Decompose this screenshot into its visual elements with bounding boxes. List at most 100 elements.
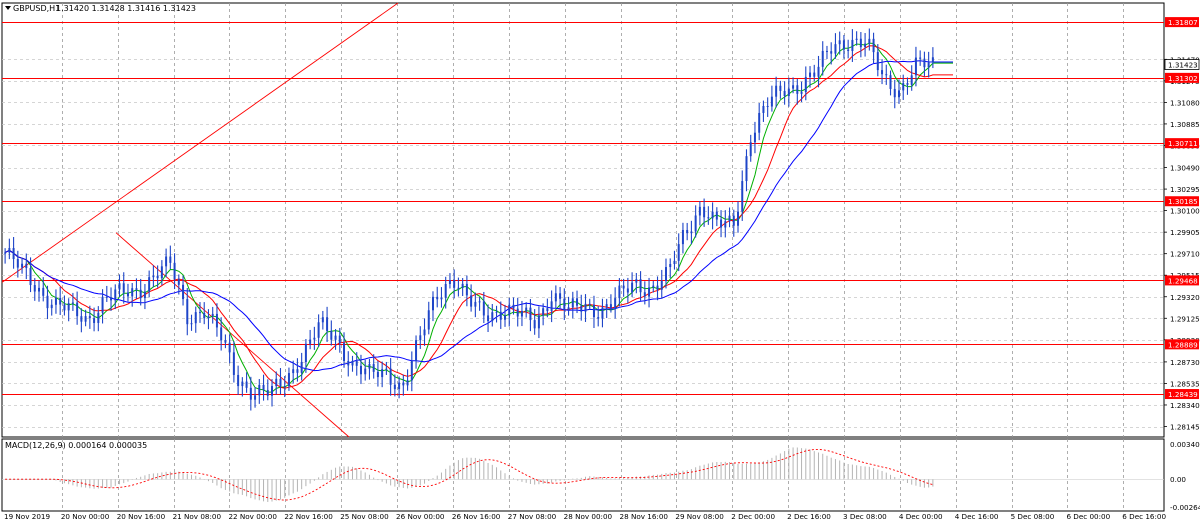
candle-body [198, 312, 201, 314]
level-price-tag [1165, 17, 1199, 28]
macd-pane[interactable] [1, 438, 1165, 512]
candle-body [588, 303, 591, 305]
candle-body [885, 74, 888, 76]
candle-body [902, 83, 905, 91]
time-tick-label: 6 Dec 00:00 [1066, 512, 1110, 521]
candle-body [122, 283, 125, 293]
collapse-arrow-icon[interactable] [5, 6, 11, 10]
price-tick-label: 1.29125 [1170, 314, 1200, 323]
candle-body [614, 298, 617, 308]
candle-body [368, 364, 371, 369]
candle-body [232, 352, 235, 375]
candle-body [597, 317, 600, 319]
candle-body [525, 307, 528, 311]
level-price-label: 1.31302 [1168, 74, 1198, 83]
candle-body [33, 285, 36, 292]
candle-body [63, 304, 66, 311]
candle-body [186, 299, 189, 325]
time-tick-label: 22 Nov 00:00 [228, 512, 277, 521]
candle-body [54, 297, 57, 305]
candle-body [355, 360, 358, 366]
price-tick-label: 1.28730 [1170, 358, 1200, 367]
candle-body [279, 378, 282, 387]
level-price-label: 1.30711 [1168, 139, 1198, 148]
price-tick-label: 1.30490 [1170, 164, 1200, 173]
candle-body [194, 312, 197, 324]
candle-body [842, 40, 845, 50]
candle-body [271, 386, 274, 396]
candle-body [110, 297, 113, 301]
candle-body [470, 295, 473, 307]
candle-body [635, 279, 638, 283]
falling-trendline[interactable] [115, 232, 350, 438]
candle-body [21, 263, 24, 268]
candle-body [711, 211, 714, 219]
main-pane[interactable] [1, 2, 1165, 438]
candle-body [707, 217, 710, 219]
candle-body [364, 368, 367, 375]
candle-body [664, 267, 667, 281]
candle-body [817, 66, 820, 77]
price-tick-label: 1.28535 [1170, 379, 1200, 388]
candle-body [237, 374, 240, 387]
time-tick-label: 29 Nov 08:00 [675, 512, 724, 521]
candle-body [76, 302, 79, 317]
candle-body [139, 289, 142, 299]
macd-label: MACD(12,26,9) 0.000164 0.000035 [5, 441, 147, 450]
time-tick-label: 26 Nov 16:00 [452, 512, 501, 521]
candle-body [465, 283, 468, 296]
candle-body [266, 389, 269, 396]
candle-body [546, 308, 549, 312]
candle-body [211, 313, 214, 317]
candle-body [152, 275, 155, 278]
candle-body [618, 285, 621, 299]
symbol-header: GBPUSD,H1 1.31420 1.31428 1.31416 1.3142… [5, 4, 196, 13]
time-tick-label: 28 Nov 00:00 [564, 512, 613, 521]
candle-body [542, 308, 545, 316]
candle-body [609, 304, 612, 308]
candle-body [677, 244, 680, 261]
candle-body [381, 369, 384, 378]
candle-body [359, 365, 362, 375]
level-price-tag [1165, 275, 1199, 286]
candle-body [732, 215, 735, 226]
candle-body [143, 291, 146, 299]
candle-body [787, 88, 790, 97]
candle-body [84, 316, 87, 322]
candle-body [893, 88, 896, 98]
candle-body [855, 38, 858, 40]
level-price-label: 1.30185 [1168, 197, 1198, 206]
candle-body [533, 320, 536, 329]
candle-body [118, 283, 121, 290]
price-tick-label: 1.29710 [1170, 250, 1200, 259]
candle-body [156, 275, 159, 279]
rising-trendline[interactable] [1, 2, 399, 283]
candle-body [275, 378, 278, 387]
candle-body [567, 307, 570, 310]
candle-body [296, 369, 299, 373]
candle-body [821, 50, 824, 67]
candle-body [309, 339, 312, 344]
candle-body [927, 62, 930, 68]
candle-body [12, 248, 15, 260]
candle-body [317, 322, 320, 338]
candle-body [847, 49, 850, 52]
candle-body [703, 206, 706, 218]
macd-signal-line [5, 448, 934, 501]
candle-body [461, 283, 464, 288]
candle-body [93, 318, 96, 323]
candle-body [864, 43, 867, 48]
candle-body [207, 316, 210, 319]
candle-body [321, 317, 324, 323]
time-tick-label: 4 Dec 16:00 [955, 512, 999, 521]
candle-body [292, 369, 295, 374]
candle-body [148, 277, 151, 292]
candle-body [550, 301, 553, 312]
time-tick-label: 22 Nov 16:00 [284, 512, 333, 521]
candle-body [499, 311, 502, 320]
candle-body [571, 298, 574, 308]
candle-body [914, 57, 917, 76]
candle-body [779, 85, 782, 91]
candle-body [8, 248, 11, 253]
